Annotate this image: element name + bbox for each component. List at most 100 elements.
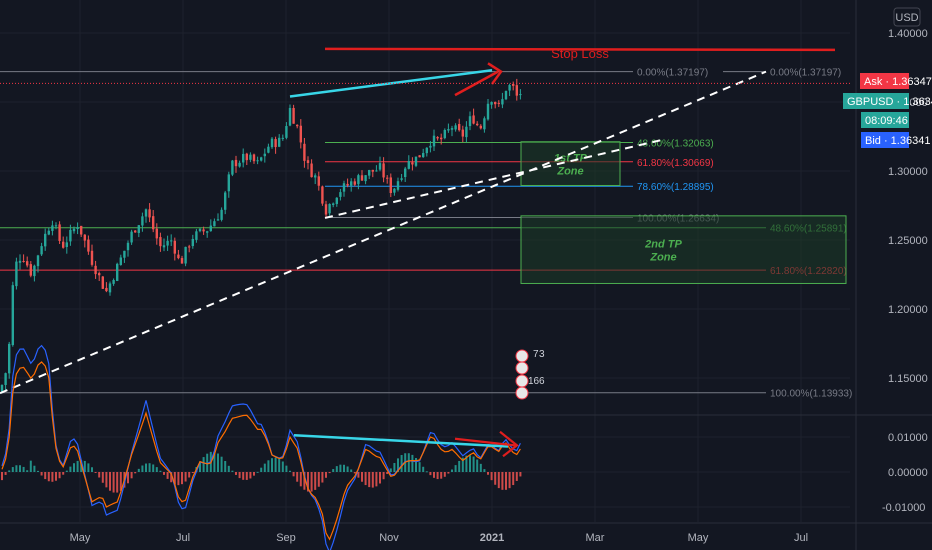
fib-level-label: 0.00%(1.37197) bbox=[637, 68, 708, 79]
macd-histogram-bar bbox=[137, 468, 140, 472]
candle-body bbox=[350, 181, 353, 186]
macd-histogram-bar bbox=[191, 472, 194, 473]
macd-histogram-bar bbox=[213, 451, 216, 472]
macd-histogram-bar bbox=[508, 472, 511, 489]
candle-body bbox=[249, 154, 252, 160]
tp-zone-label: Zone bbox=[649, 252, 676, 264]
candle-body bbox=[216, 219, 220, 221]
candle-body bbox=[486, 103, 490, 120]
bid-tag-label: Bid · 1.36341 bbox=[865, 135, 930, 147]
event-badges[interactable]: 7 3 16 6 bbox=[515, 349, 545, 400]
macd-histogram-bar bbox=[494, 472, 497, 485]
candle-body bbox=[144, 209, 148, 217]
candle-body bbox=[404, 168, 407, 178]
macd-histogram-bar bbox=[400, 455, 403, 472]
macd-histogram-bar bbox=[501, 472, 504, 490]
macd-histogram-bar bbox=[4, 472, 7, 475]
candle-body bbox=[299, 125, 302, 143]
macd-histogram-bar bbox=[40, 472, 43, 476]
macd-histogram-bar bbox=[199, 461, 201, 472]
candle-body bbox=[360, 175, 364, 181]
candle-body bbox=[47, 230, 50, 235]
flag-icon[interactable] bbox=[515, 386, 529, 400]
macd-histogram-bar bbox=[328, 472, 331, 474]
macd-histogram-bar bbox=[515, 472, 518, 481]
candle-body bbox=[69, 229, 72, 242]
candle-body bbox=[33, 265, 36, 277]
macd-histogram-bar bbox=[281, 461, 284, 472]
ask-tag bbox=[860, 73, 909, 89]
flag-icon[interactable] bbox=[515, 374, 529, 388]
time-tick-label: Nov bbox=[379, 532, 399, 544]
candle-body bbox=[278, 137, 281, 147]
candle-body bbox=[432, 135, 436, 147]
candle-body bbox=[512, 84, 515, 86]
candle-body bbox=[303, 143, 306, 161]
macd-histogram-bar bbox=[163, 472, 165, 475]
flag-icon[interactable] bbox=[515, 361, 529, 375]
time-tick-label: Jul bbox=[794, 532, 808, 544]
macd-histogram-bar bbox=[217, 453, 219, 472]
candle-body bbox=[476, 123, 479, 126]
flag-icon[interactable] bbox=[515, 349, 529, 363]
divergence-line bbox=[289, 69, 493, 98]
candle-body bbox=[436, 137, 439, 139]
macd-tick-label: -0.01000 bbox=[882, 502, 925, 514]
candle-body bbox=[54, 225, 58, 227]
macd-histogram-bar bbox=[454, 465, 457, 472]
macd-histogram-bar bbox=[292, 472, 295, 477]
macd-histogram-bar bbox=[69, 466, 72, 472]
macd-histogram-bar bbox=[465, 455, 468, 472]
candle-body bbox=[454, 125, 457, 130]
macd-histogram-bar bbox=[393, 463, 396, 472]
candle-body bbox=[440, 137, 443, 140]
candle-body bbox=[119, 257, 122, 265]
macd-histogram-bar bbox=[155, 467, 158, 472]
candle-body bbox=[321, 186, 324, 204]
macd-histogram-bar bbox=[8, 470, 11, 472]
ask-tag-label: Ask · 1.36347 bbox=[864, 76, 932, 88]
macd-histogram-bar bbox=[101, 472, 104, 483]
macd-tick-label: 0.01000 bbox=[888, 432, 928, 444]
candle-body bbox=[375, 170, 378, 172]
candle-body bbox=[389, 177, 392, 193]
macd-histogram-bar bbox=[220, 456, 223, 472]
currency-button[interactable] bbox=[893, 7, 921, 27]
candle-body bbox=[44, 233, 47, 247]
macd-histogram-bar bbox=[267, 460, 270, 472]
candle-body bbox=[22, 260, 25, 262]
macd-histogram-bar bbox=[479, 463, 482, 472]
fib-level-label: 100.00%(1.13933) bbox=[770, 389, 852, 400]
candle-body bbox=[501, 99, 504, 105]
candle-body bbox=[296, 124, 299, 127]
macd-histogram-bar bbox=[307, 472, 309, 492]
candle-body bbox=[519, 94, 522, 96]
macd-histogram-bar bbox=[368, 472, 371, 488]
macd-histogram-bar bbox=[415, 458, 417, 472]
macd-divergence-line bbox=[293, 434, 509, 448]
macd-histogram-bar bbox=[458, 460, 461, 472]
macd-histogram-bar bbox=[134, 472, 137, 474]
macd-histogram-bar bbox=[343, 464, 345, 472]
candle-body bbox=[364, 175, 367, 182]
macd-histogram-bar bbox=[235, 472, 237, 475]
price-tick-label: 1.30000 bbox=[888, 166, 928, 178]
candle-body bbox=[256, 160, 259, 162]
candle-body bbox=[195, 231, 198, 240]
candle-body bbox=[188, 246, 191, 248]
candle-body bbox=[72, 228, 76, 232]
macd-histogram-bar bbox=[227, 465, 230, 472]
event-count: 7 bbox=[533, 349, 539, 360]
candle-body bbox=[288, 107, 292, 126]
macd-histogram-bar bbox=[289, 470, 291, 472]
macd-histogram-bar bbox=[130, 472, 133, 479]
candle-body bbox=[101, 276, 104, 289]
candle-body bbox=[504, 90, 508, 100]
candle-body bbox=[371, 169, 374, 172]
macd-histogram-bar bbox=[188, 472, 191, 478]
candle-body bbox=[159, 237, 162, 247]
macd-histogram-bar bbox=[339, 464, 342, 472]
